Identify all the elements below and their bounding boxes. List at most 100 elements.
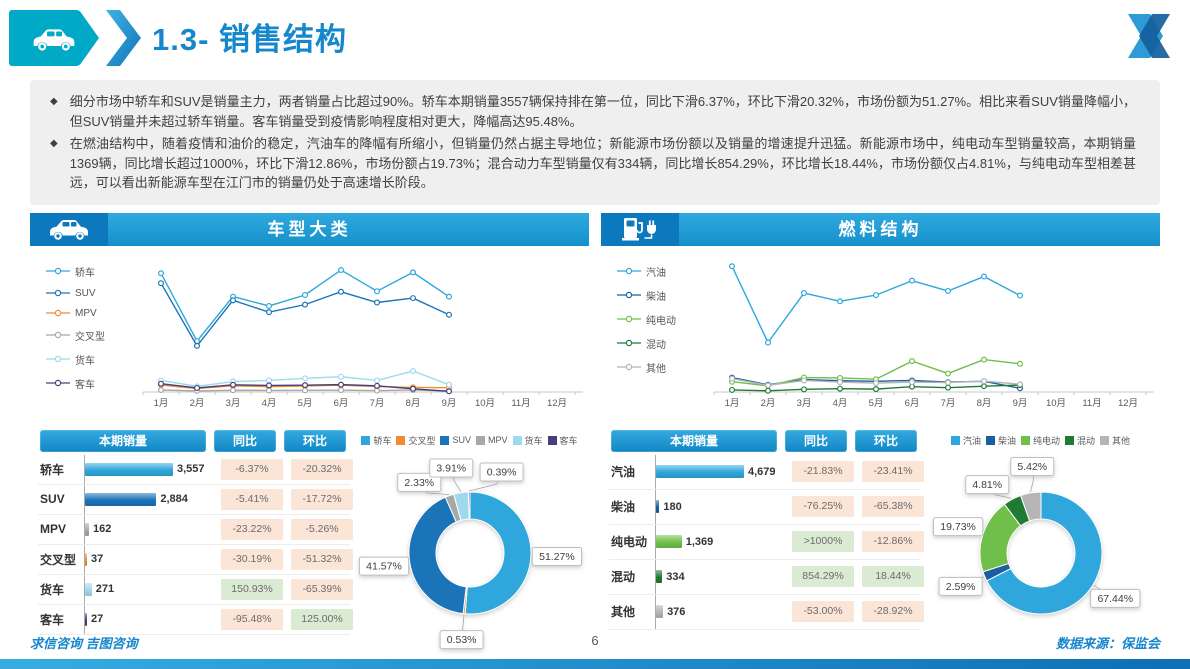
diamond-bullet-icon: ◆ [50,138,58,149]
x-axis-label: 10月 [475,398,495,409]
sales-bar [656,535,682,548]
legend-item: 混动 [617,336,708,351]
summary-bullet-2: ◆ 在燃油结构中，随着疫情和油价的稳定，汽油车的降幅有所缩小，但销量仍然占据主导… [50,134,1136,193]
data-point-marker [266,308,273,315]
yoy-cell: -95.48% [221,608,283,630]
legend-label: 纯电动 [1032,435,1060,446]
sales-bar [656,465,744,478]
fuel-line-chart: 1月 2月 3月 4月 5月 6月 7月 8月 9月 10月 11月 12月 [708,250,1160,422]
donut-label-box [396,472,441,492]
data-point-marker [410,385,417,392]
legend-label: 汽油 [646,267,666,279]
data-point-marker [229,381,236,388]
sales-value: 271 [95,583,115,595]
data-point-marker [193,384,200,391]
data-point-marker [837,297,844,304]
summary-text-1: 细分市场中轿车和SUV是销量主力，两者销量占比超过90%。轿车本期销量3557辆… [69,94,1136,129]
bar-zone: 2,884 [84,484,213,514]
legend-item: 交叉型 [46,328,137,343]
data-point-marker [837,385,844,392]
sales-bar [85,612,87,626]
bar-zone: 4,679 [655,454,784,489]
bar-zone: 3,557 [84,454,213,484]
donut-label: 51.27% [539,550,575,562]
donut-legend-item: 纯电动 [1020,434,1060,447]
series-line [731,265,1021,344]
table-row: 货车 271 150.93% -65.39% [38,574,353,605]
donut-label-box [932,516,983,536]
row-label: SUV [40,492,65,506]
donut-label: 5.42% [1017,460,1047,472]
donut-legend-item: MPV [476,435,508,445]
data-point-marker [266,302,273,309]
panel-header-fuel: 燃料结构 [601,212,1160,246]
data-point-marker [800,376,807,383]
legend-marker-icon [617,267,641,275]
summary-text-2: 在燃油结构中，随着疫情和油价的稳定，汽油车的降幅有所缩小，但销量仍然占据主导地位… [69,136,1136,190]
data-point-marker [410,367,417,374]
donut-chart-svg: 51.27% 0.53% 41.57% 2.33%3.91% 0.39% [358,458,582,649]
fuel-donut-chart: 67.44% 2.59% 19.73% 4.81% 5.42% [921,447,1160,653]
legend-label: 其他 [646,363,666,375]
table-row: 汽油 4,679 -21.83% -23.41% [609,454,924,490]
legend-label: 柴油 [997,435,1016,446]
legend-label: 客车 [559,435,578,446]
donut-legend-item: 汽油 [950,434,981,447]
sales-bar [656,605,664,618]
mom-header: 环比 [855,429,917,452]
data-point-marker [873,385,880,392]
x-axis-label: 1月 [154,398,169,409]
data-point-marker [945,369,952,376]
data-point-marker [374,287,381,294]
sales-value: 3,557 [177,463,205,475]
x-axis-label: 3月 [797,398,812,409]
yoy-header: 同比 [785,429,847,452]
x-axis-label: 9月 [1013,398,1028,409]
data-point-marker [729,375,736,382]
data-point-marker [446,293,453,300]
legend-marker-icon [46,331,70,339]
donut-label: 19.73% [940,521,976,533]
donut-label-box [964,474,1009,494]
summary-block: ◆ 细分市场中轿车和SUV是销量主力，两者销量占比超过90%。轿车本期销量355… [30,80,1160,205]
data-point-marker [410,294,417,301]
data-point-marker [338,386,345,393]
donut-slice [467,490,470,520]
legend-label: MPV [488,435,508,445]
yoy-cell: -76.25% [792,496,854,517]
sales-bar [85,522,89,536]
vehicle-donut-zone: 轿车 交叉型 SUV MPV 货车 客车 51.27% 0.53% 41.57% 2.33% 3.… [350,426,589,658]
mom-cell: 18.44% [862,566,924,587]
line-chart-svg: 1月 2月 3月 4月 5月 6月 7月 8月 9月 10月 11月 12月 [713,262,1154,409]
donut-label-box [479,461,524,481]
fuel-bottom-row: 本期销量 同比 环比 汽油 4,679 -21.83% -23.41% 柴油 180 -76… [601,426,1160,658]
legend-swatch-icon [547,435,557,445]
bar-zone: 162 [84,514,213,544]
table-row: 交叉型 37 -30.19% -51.32% [38,544,353,575]
car-icon [30,212,108,246]
data-point-marker [229,386,236,393]
legend-swatch-icon [476,435,485,445]
mom-cell: 125.00% [291,608,353,630]
data-point-marker [873,379,880,386]
data-point-marker [764,387,771,394]
data-point-marker [338,373,345,380]
donut-legend-item: 客车 [547,434,578,447]
donut-legend-item: 柴油 [985,434,1016,447]
data-point-marker [266,376,273,383]
data-point-marker [374,387,381,394]
row-label: 客车 [40,612,65,627]
donut-label-box [358,556,409,576]
panel-title-vehicle: 车型大类 [267,219,352,239]
sales-bar [85,462,173,476]
yoy-cell: -23.22% [221,518,283,540]
fuel-line-chart-row: 汽油 柴油 纯电动 混动 其他 1月 2月 3月 4月 5月 6月 7月 8月 9月 10月 11月 12月 [601,246,1160,422]
vehicle-line-chart: 1月 2月 3月 4月 5月 6月 7月 8月 9月 10月 11月 12月 [137,250,589,422]
data-point-marker [158,380,165,387]
donut-label: 41.57% [366,560,402,572]
legend-label: 交叉型 [75,331,105,343]
fuel-pump-plug-icon [601,212,679,246]
mom-cell: -12.86% [862,531,924,552]
yoy-cell: -21.83% [792,461,854,482]
